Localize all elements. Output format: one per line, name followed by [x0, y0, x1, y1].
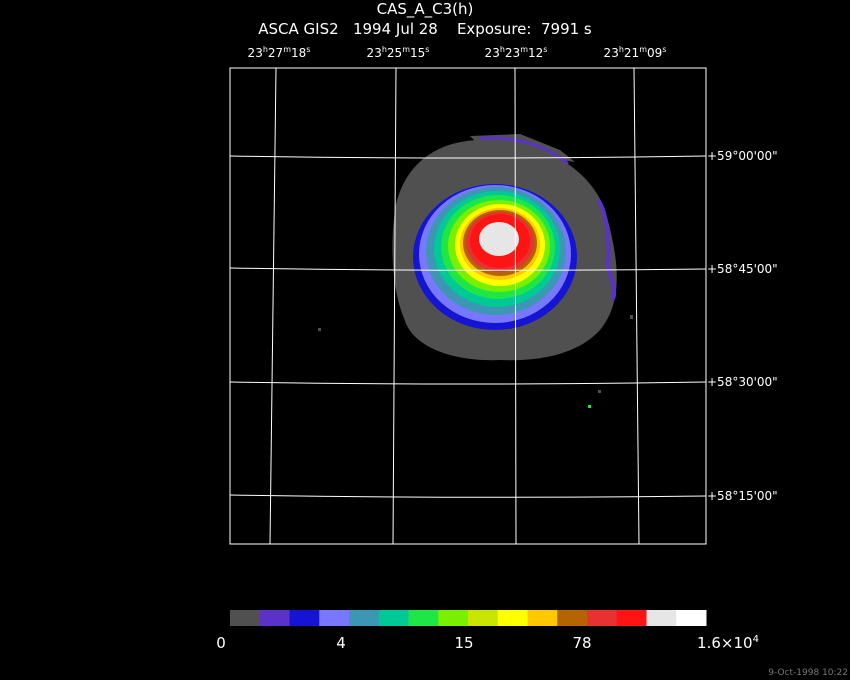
colorbar-swatch [230, 610, 261, 626]
dec-label-2: +58°45'00" [707, 262, 778, 276]
colorbar-swatch [408, 610, 439, 626]
image-frame [229, 67, 707, 545]
image-subtitle: ASCA GIS2 1994 Jul 28 Exposure: 7991 s [0, 20, 850, 38]
ra-label-1: 23h27m18s [247, 45, 311, 60]
colorbar-swatch [557, 610, 588, 626]
colorbar-swatch [616, 610, 647, 626]
colorbar-swatch [468, 610, 499, 626]
timestamp: 9-Oct-1998 10:22 [768, 668, 848, 678]
coordinate-grid [229, 67, 707, 545]
colorbar-swatch [527, 610, 558, 626]
colorbar-swatch [378, 610, 409, 626]
image-title: CAS_A_C3(h) [376, 0, 474, 18]
colorbar-swatch [497, 610, 528, 626]
exposure-value: 7991 s [540, 20, 592, 38]
ra-label-2: 23h25m15s [366, 45, 430, 60]
instrument-label: ASCA GIS2 [258, 20, 339, 38]
colorbar-swatch [587, 610, 618, 626]
colorbar-label-0: 0 [216, 634, 226, 652]
exposure-label: Exposure: [456, 20, 532, 38]
colorbar-label-max: 1.6×104 [697, 634, 759, 652]
ra-label-4: 23h21m09s [603, 45, 667, 60]
colorbar-swatch [319, 610, 350, 626]
ra-label-3: 23h23m12s [484, 45, 548, 60]
colorbar-swatch [349, 610, 380, 626]
colorbar-swatch [259, 610, 290, 626]
colorbar-swatch [646, 610, 677, 626]
dec-label-4: +58°15'00" [707, 489, 778, 503]
colorbar-label-3: 78 [572, 634, 592, 652]
colorbar-label-1: 4 [336, 634, 346, 652]
dec-label-3: +58°30'00" [707, 375, 778, 389]
colorbar-label-2: 15 [454, 634, 474, 652]
colorbar-swatch [438, 610, 469, 626]
colorbar [230, 610, 707, 626]
dec-label-1: +59°00'00" [707, 149, 778, 163]
colorbar-swatch [289, 610, 320, 626]
xray-emission [318, 134, 633, 408]
colorbar-swatch [676, 610, 707, 626]
observation-date: 1994 Jul 28 [352, 20, 438, 38]
